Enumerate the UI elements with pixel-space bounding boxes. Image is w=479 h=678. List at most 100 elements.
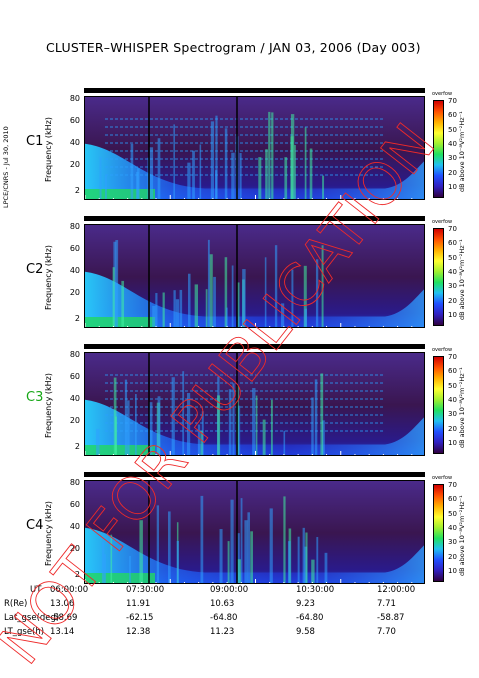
wave-burst	[99, 156, 102, 199]
spectrogram-svg	[85, 353, 424, 455]
y-tick-label: 20	[69, 544, 80, 553]
wave-burst	[322, 420, 325, 455]
colorbar-tick-label: 30	[448, 410, 457, 419]
orbit-value: -64.80	[296, 613, 324, 623]
spectrogram-image	[84, 96, 425, 200]
wave-burst	[227, 541, 230, 583]
orbit-value: 13.06	[50, 599, 75, 609]
wave-burst	[110, 534, 113, 583]
wave-burst	[271, 112, 274, 199]
y-tick-label: 40	[69, 522, 80, 531]
wave-burst	[290, 114, 295, 199]
colorbar-overflow-label: overfow	[432, 347, 453, 353]
orbit-row: Lat_gse(deg) -58.69 -62.15 -64.80 -64.80 -58.…	[0, 613, 479, 627]
colorbar-tick-label: 20	[448, 168, 457, 177]
wave-burst	[242, 269, 246, 327]
wave-burst	[215, 170, 218, 199]
orbit-value: 9.23	[296, 599, 315, 609]
wave-burst	[200, 430, 203, 455]
wave-burst	[304, 308, 308, 327]
wave-burst	[205, 289, 208, 327]
spectrogram-image	[84, 224, 425, 328]
y-axis-label: Frequency (kHz)	[44, 245, 53, 310]
orbit-value: -62.15	[126, 613, 154, 623]
satellite-label: C1	[26, 134, 44, 149]
wave-burst	[103, 554, 107, 583]
emission-band	[85, 271, 424, 327]
wave-burst	[129, 555, 131, 583]
colorbar-tick-label: 70	[448, 225, 457, 233]
wave-burst	[157, 396, 161, 455]
wave-burst	[302, 527, 305, 583]
orbit-value: 12:00:00	[377, 585, 416, 595]
colorbar	[433, 100, 444, 198]
orbit-value: -64.80	[210, 613, 238, 623]
page-title: CLUSTER–WHISPER Spectrogram / JAN 03, 20…	[46, 40, 421, 55]
colorbar-overflow-label: overfow	[432, 219, 453, 225]
wave-burst	[182, 371, 185, 455]
wave-burst	[209, 254, 213, 327]
y-tick-label: 2	[74, 314, 80, 323]
wave-burst	[231, 152, 235, 199]
wave-burst	[262, 419, 266, 455]
wave-burst	[324, 552, 328, 583]
wave-burst	[303, 265, 307, 327]
wave-burst	[115, 240, 119, 327]
wave-burst	[200, 495, 204, 583]
wave-burst	[187, 162, 191, 199]
y-tick-label: 80	[69, 94, 80, 103]
colorbar-tick-label: 40	[448, 523, 457, 532]
wave-burst	[258, 157, 262, 199]
wave-burst	[237, 533, 240, 583]
satellite-label: C2	[26, 262, 44, 277]
time-coverage-bar	[84, 472, 425, 477]
satellite-label: C3	[26, 390, 44, 405]
colorbar	[433, 228, 444, 326]
wave-burst	[274, 245, 278, 327]
wave-burst	[284, 157, 288, 199]
wave-burst	[192, 150, 195, 199]
orbit-value: 09:00:00	[210, 585, 249, 595]
colorbar	[433, 484, 444, 582]
spectrogram-panel-c3: C3 Frequency (kHz) 80 60 40 20 2 overfow 70 60 50 4…	[0, 344, 479, 466]
wave-burst	[252, 388, 256, 455]
wave-burst	[250, 531, 253, 583]
spectrogram-panel-c4: C4 Frequency (kHz) 80 60 40 20 2 overfow 70 60 50 4…	[0, 472, 479, 594]
time-coverage-bar	[84, 88, 425, 93]
wave-burst	[237, 559, 241, 583]
orbit-value: 11.23	[210, 627, 235, 637]
orbit-value: 12.38	[126, 627, 151, 637]
wave-burst	[219, 529, 223, 583]
y-axis-label: Frequency (kHz)	[44, 501, 53, 566]
wave-burst	[270, 399, 273, 455]
wave-burst	[135, 171, 139, 199]
wave-burst	[228, 389, 232, 455]
wave-burst	[186, 393, 191, 455]
wave-burst	[168, 511, 171, 583]
y-tick-label: 60	[69, 372, 80, 381]
wave-burst	[305, 532, 308, 583]
orbit-row-label: UT	[30, 585, 42, 595]
time-coverage-bar	[84, 216, 425, 221]
colorbar	[433, 356, 444, 454]
spectrogram-svg	[85, 225, 424, 327]
orbit-row-label: R(Re)	[4, 599, 28, 609]
wave-burst	[294, 145, 296, 199]
wave-burst	[240, 498, 243, 583]
orbit-row: R(Re) 13.06 11.91 10.63 9.23 7.71	[0, 599, 479, 613]
colorbar-tick-label: 70	[448, 353, 457, 361]
emission-band	[85, 399, 424, 455]
wave-burst	[155, 293, 158, 327]
wave-burst	[239, 153, 242, 199]
colorbar-tick-label: 40	[448, 267, 457, 276]
wave-burst	[173, 124, 175, 199]
y-tick-label: 60	[69, 500, 80, 509]
wave-burst	[176, 540, 180, 583]
orbit-value: 10:30:00	[296, 585, 335, 595]
y-axis-label: Frequency (kHz)	[44, 117, 53, 182]
spectrogram-svg	[85, 97, 424, 199]
wave-burst	[210, 121, 215, 199]
wave-burst	[224, 128, 228, 199]
wave-burst	[247, 512, 250, 583]
colorbar-tick-label: 40	[448, 395, 457, 404]
